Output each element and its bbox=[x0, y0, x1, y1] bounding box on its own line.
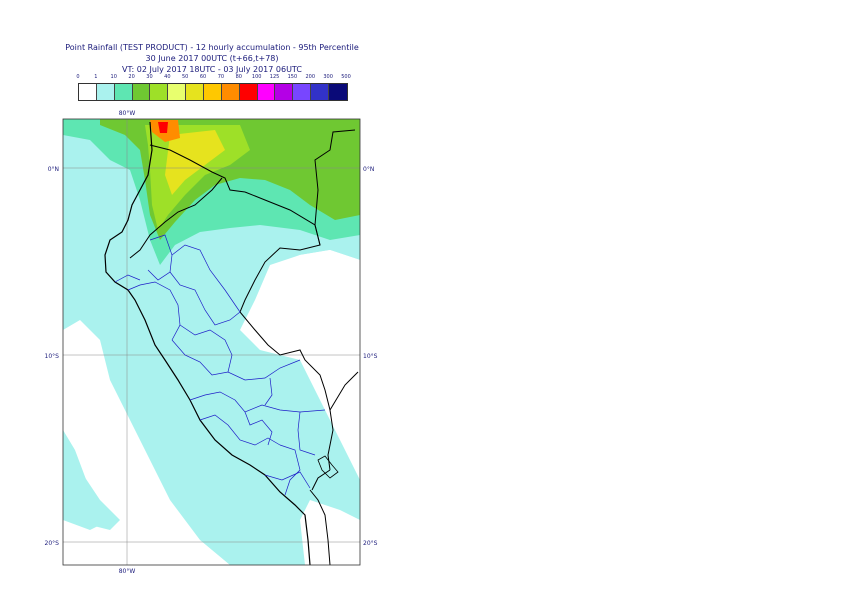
lon-label-top: 80°W bbox=[119, 110, 136, 117]
legend-threshold-labels: 0 1 10 20 30 40 50 60 70 80 100 125 150 200 300 500 bbox=[76, 74, 351, 83]
country-border-peru-chile bbox=[309, 489, 331, 565]
legend-box-11 bbox=[275, 84, 294, 100]
rainfall-layers bbox=[63, 119, 360, 565]
legend-box-2 bbox=[114, 84, 133, 100]
lat-label-right-10s: 10°S bbox=[363, 353, 378, 360]
region-border-10 bbox=[297, 411, 316, 456]
legend-label-50: 50 bbox=[182, 74, 189, 80]
legend-box-6 bbox=[186, 84, 205, 100]
legend-box-13 bbox=[311, 84, 330, 100]
legend-label-500: 500 bbox=[341, 74, 351, 80]
legend-label-125: 125 bbox=[269, 74, 280, 80]
legend-label-80: 80 bbox=[235, 74, 242, 80]
dry-area-land-1 bbox=[250, 250, 360, 440]
lat-label-right-0: 0°N bbox=[363, 166, 374, 173]
dry-area-ocean-1 bbox=[63, 320, 230, 565]
country-border-bolivia bbox=[311, 371, 359, 491]
legend-box-8 bbox=[221, 84, 240, 100]
lat-label-left-20s: 20°S bbox=[45, 540, 60, 547]
region-border-1 bbox=[147, 234, 173, 281]
legend-label-150: 150 bbox=[287, 74, 298, 80]
legend-label-70: 70 bbox=[217, 74, 225, 80]
legend-box-14 bbox=[329, 84, 347, 100]
region-border-7 bbox=[199, 414, 281, 446]
legend-label-300: 300 bbox=[323, 74, 333, 80]
borders bbox=[104, 121, 359, 565]
lon-label-bottom: 80°W bbox=[119, 568, 136, 575]
country-border-ecuador-peru bbox=[129, 177, 223, 259]
legend-color-boxes bbox=[78, 83, 348, 101]
region-border-5 bbox=[171, 339, 301, 381]
legend-box-9 bbox=[239, 84, 258, 100]
legend-label-30: 30 bbox=[146, 74, 153, 80]
title-line-1: Point Rainfall (TEST PRODUCT) - 12 hourl… bbox=[65, 43, 359, 52]
legend-label-100: 100 bbox=[251, 74, 262, 80]
legend-box-5 bbox=[168, 84, 187, 100]
legend-label-10: 10 bbox=[110, 74, 117, 80]
coastline bbox=[104, 121, 311, 565]
legend-label-200: 200 bbox=[305, 74, 316, 80]
lake-titicaca bbox=[317, 455, 339, 479]
lat-label-left-10s: 10°S bbox=[45, 353, 60, 360]
legend-box-3 bbox=[132, 84, 151, 100]
map-frame bbox=[62, 118, 361, 566]
legend-label-40: 40 bbox=[164, 74, 171, 80]
region-border-12 bbox=[114, 274, 141, 283]
legend-label-0: 0 bbox=[76, 74, 80, 80]
legend-box-4 bbox=[150, 84, 169, 100]
color-legend: 0 1 10 20 30 40 50 60 70 80 100 125 150 200 300 500 bbox=[76, 74, 351, 101]
lat-label-right-20s: 20°S bbox=[363, 540, 378, 547]
region-border-8 bbox=[244, 411, 273, 446]
region-border-14 bbox=[171, 244, 241, 313]
legend-box-1 bbox=[96, 84, 115, 100]
legend-box-12 bbox=[293, 84, 312, 100]
title-line-3: VT: 02 July 2017 18UTC - 03 July 2017 06… bbox=[122, 65, 302, 74]
dry-area-ocean-2 bbox=[63, 440, 120, 530]
legend-label-1: 1 bbox=[94, 74, 98, 80]
regional-borders bbox=[114, 234, 326, 496]
region-border-11 bbox=[264, 471, 311, 489]
graticule bbox=[63, 119, 360, 565]
region-border-13 bbox=[264, 377, 273, 406]
region-border-2 bbox=[169, 271, 241, 326]
lat-label-left-0: 0°N bbox=[48, 166, 59, 173]
region-border-4 bbox=[179, 324, 233, 373]
country-border-colombia-ecuador bbox=[149, 144, 246, 193]
legend-box-0 bbox=[79, 84, 97, 100]
rain-area-red bbox=[158, 122, 168, 133]
legend-label-60: 60 bbox=[199, 74, 207, 80]
title-line-2: 30 June 2017 00UTC (t+66,t+78) bbox=[145, 54, 279, 63]
legend-label-20: 20 bbox=[128, 74, 135, 80]
title-block: Point Rainfall (TEST PRODUCT) - 12 hourl… bbox=[0, 42, 424, 75]
legend-box-10 bbox=[257, 84, 276, 100]
legend-box-7 bbox=[204, 84, 222, 100]
country-border-colombia-brazil bbox=[314, 129, 356, 246]
region-border-9 bbox=[279, 444, 301, 496]
